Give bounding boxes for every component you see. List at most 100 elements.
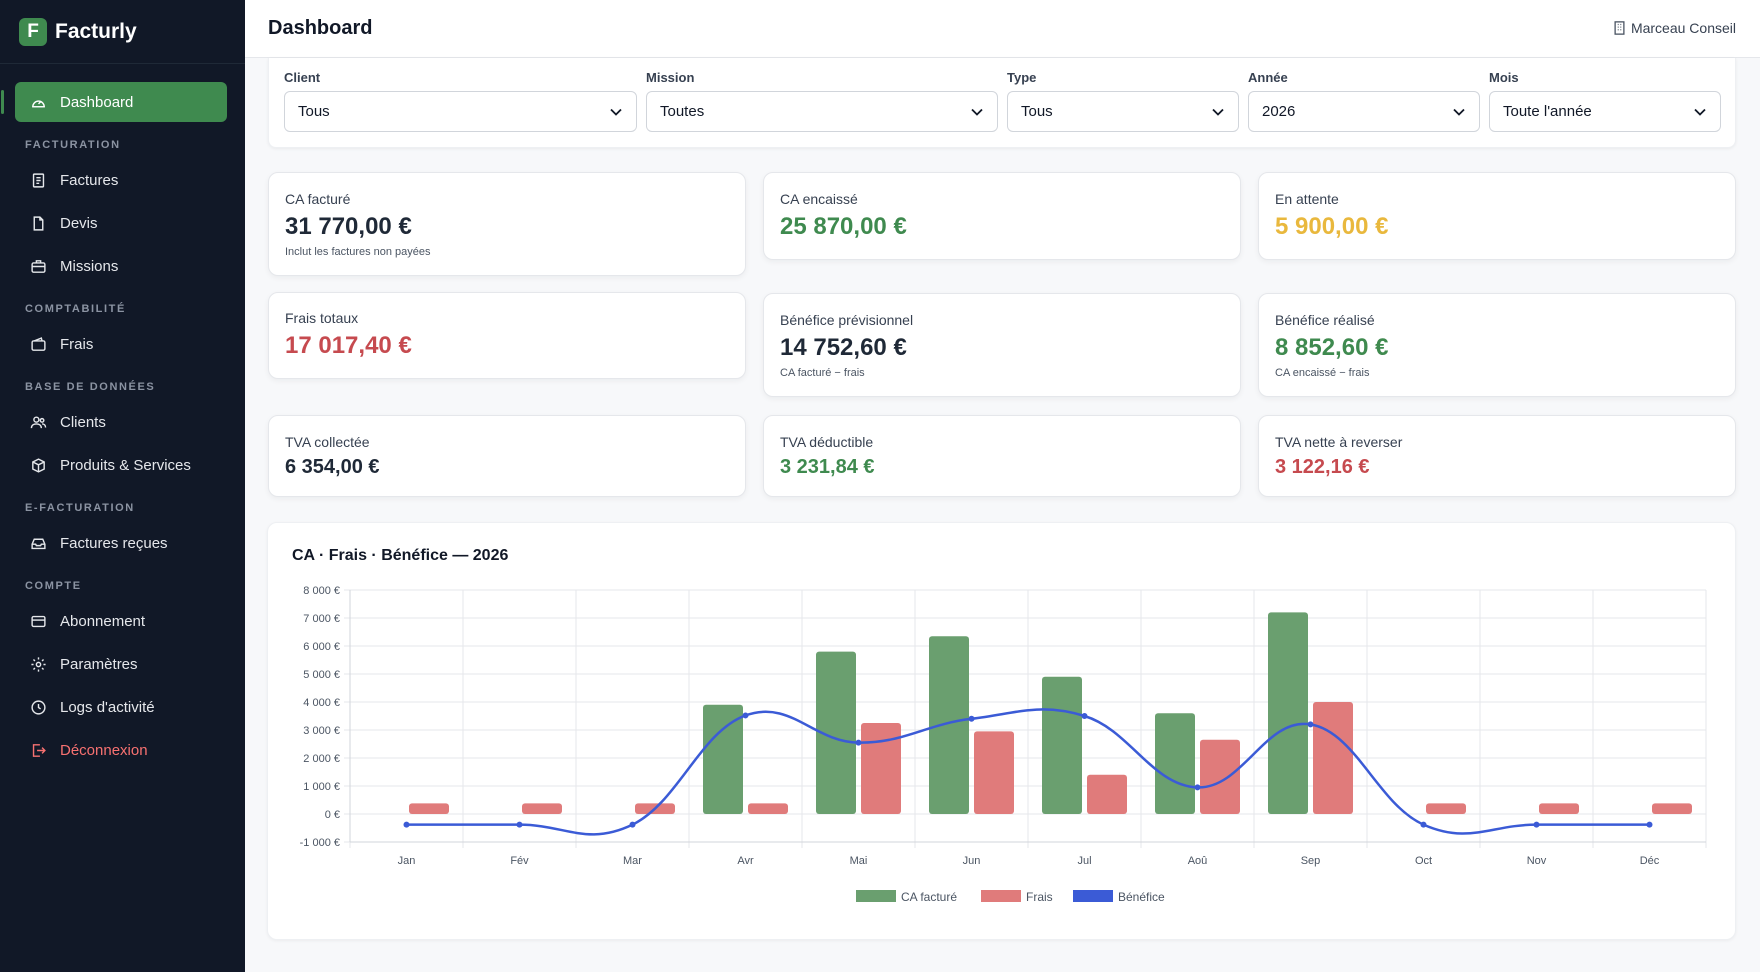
sidebar-item-logs[interactable]: Logs d'activité	[15, 687, 227, 727]
chevron-down-icon	[1694, 108, 1706, 116]
bar-frais	[1313, 702, 1353, 814]
sidebar: F Facturly Dashboard FACTURATION Facture…	[0, 0, 245, 972]
x-tick-label: Mar	[623, 855, 642, 867]
sidebar-item-missions[interactable]: Missions	[15, 246, 227, 286]
filter-label: Mois	[1489, 70, 1519, 85]
bar-frais	[1539, 803, 1579, 814]
sidebar-item-devis[interactable]: Devis	[15, 203, 227, 243]
type-select[interactable]: Tous	[1007, 91, 1239, 132]
stat-label: TVA collectée	[285, 434, 370, 450]
sidebar-item-clients[interactable]: Clients	[15, 402, 227, 442]
stat-value: 5 900,00 €	[1275, 213, 1389, 240]
x-tick-label: Avr	[737, 855, 754, 867]
bar-ca-facture	[1155, 713, 1195, 814]
legend-label: Bénéfice	[1118, 890, 1165, 904]
stat-value: 6 354,00 €	[285, 456, 380, 478]
point-benefice	[1194, 784, 1201, 791]
point-benefice	[742, 712, 749, 719]
sidebar-item-label: Factures reçues	[60, 534, 168, 552]
page-title: Dashboard	[268, 17, 373, 39]
company-switcher[interactable]: Marceau Conseil	[1613, 20, 1736, 36]
x-tick-label: Fév	[510, 855, 529, 867]
top-header: Dashboard Marceau Conseil	[245, 0, 1760, 58]
x-tick-label: Nov	[1527, 855, 1547, 867]
brand-logo: F	[19, 17, 47, 46]
receipt-icon	[27, 172, 49, 189]
y-tick-label: 8 000 €	[303, 585, 340, 597]
legend-swatch	[981, 890, 1021, 902]
inbox-icon	[27, 535, 49, 552]
bar-frais	[974, 731, 1014, 814]
chevron-down-icon	[971, 108, 983, 116]
sidebar-item-label: Missions	[60, 257, 119, 275]
x-tick-label: Déc	[1640, 855, 1660, 867]
y-tick-label: 1 000 €	[303, 781, 340, 793]
chevron-down-icon	[1212, 108, 1224, 116]
y-tick-label: 2 000 €	[303, 753, 340, 765]
filter-type: Type Tous	[1007, 70, 1239, 132]
section-title-efacturation: E-FACTURATION	[25, 502, 135, 514]
x-tick-label: Aoû	[1188, 855, 1208, 867]
client-select[interactable]: Tous	[284, 91, 637, 132]
sidebar-item-factures-recues[interactable]: Factures reçues	[15, 523, 227, 563]
stat-label: TVA déductible	[780, 434, 874, 450]
sidebar-item-factures[interactable]: Factures	[15, 160, 227, 200]
briefcase-icon	[27, 258, 49, 275]
sidebar-item-produits[interactable]: Produits & Services	[15, 445, 227, 485]
stat-value: 25 870,00 €	[780, 213, 907, 240]
bar-frais	[1652, 803, 1692, 814]
sidebar-item-label: Factures	[60, 171, 119, 189]
x-tick-label: Jul	[1077, 855, 1091, 867]
point-benefice	[1646, 821, 1653, 828]
filter-client: Client Tous	[284, 70, 637, 132]
chart-card: CA · Frais · Bénéfice — 2026 -1 000 € 0 €…	[267, 522, 1736, 940]
sidebar-item-abonnement[interactable]: Abonnement	[15, 601, 227, 641]
filter-label: Année	[1248, 70, 1288, 85]
company-name: Marceau Conseil	[1630, 20, 1736, 36]
sidebar-item-parametres[interactable]: Paramètres	[15, 644, 227, 684]
stat-label: CA encaissé	[780, 191, 858, 207]
sidebar-item-dashboard[interactable]: Dashboard	[1, 82, 227, 122]
bar-ca-facture	[816, 651, 856, 814]
stat-card-ca-facture: CA facturé 31 770,00 € Inclut les factur…	[268, 172, 746, 276]
stat-value: 31 770,00 €	[285, 213, 412, 240]
document-icon	[27, 215, 49, 232]
filter-bar: Client Tous Mission Toutes Type Tous Ann…	[268, 58, 1736, 148]
point-benefice	[1081, 713, 1088, 719]
sidebar-item-label: Devis	[60, 214, 98, 232]
stat-card-tva-collectee: TVA collectée 6 354,00 €	[268, 415, 746, 497]
legend-label: CA facturé	[901, 890, 957, 904]
filter-annee: Année 2026	[1248, 70, 1480, 132]
stat-card-tva-nette: TVA nette à reverser 3 122,16 €	[1258, 415, 1736, 497]
annee-select[interactable]: 2026	[1248, 91, 1480, 132]
mission-select[interactable]: Toutes	[646, 91, 998, 132]
bar-frais	[1426, 803, 1466, 814]
chevron-down-icon	[610, 108, 622, 116]
section-title-compte: COMPTE	[25, 580, 82, 592]
bar-frais	[409, 803, 449, 814]
point-benefice	[629, 821, 636, 828]
stat-label: Frais totaux	[285, 310, 359, 326]
y-tick-label: 0 €	[325, 809, 340, 821]
stat-card-benefice-previsionnel: Bénéfice prévisionnel 14 752,60 € CA fac…	[763, 293, 1241, 397]
x-tick-label: Jan	[398, 855, 416, 867]
gear-icon	[27, 656, 49, 673]
sidebar-item-frais[interactable]: Frais	[15, 324, 227, 364]
stat-card-en-attente: En attente 5 900,00 €	[1258, 172, 1736, 260]
point-benefice	[403, 821, 410, 828]
ca-frais-benefice-chart: -1 000 € 0 € 1 000 € 2 000 € 3 000 € 4 000 € 5…	[300, 585, 1707, 904]
sidebar-item-label: Abonnement	[60, 612, 146, 630]
sidebar-item-deconnexion[interactable]: Déconnexion	[15, 730, 227, 770]
select-value: Tous	[1021, 103, 1053, 120]
section-title-facturation: FACTURATION	[25, 139, 121, 151]
brand[interactable]: F Facturly	[0, 0, 245, 64]
mois-select[interactable]: Toute l'année	[1489, 91, 1721, 132]
stat-label: En attente	[1275, 191, 1339, 207]
x-tick-label: Jun	[963, 855, 981, 867]
credit-card-icon	[27, 613, 49, 630]
select-value: Tous	[298, 103, 330, 120]
bar-frais	[522, 803, 562, 814]
bar-ca-facture	[1268, 612, 1308, 814]
stat-subtext: CA encaissé − frais	[1275, 367, 1370, 379]
legend-swatch	[856, 890, 896, 902]
